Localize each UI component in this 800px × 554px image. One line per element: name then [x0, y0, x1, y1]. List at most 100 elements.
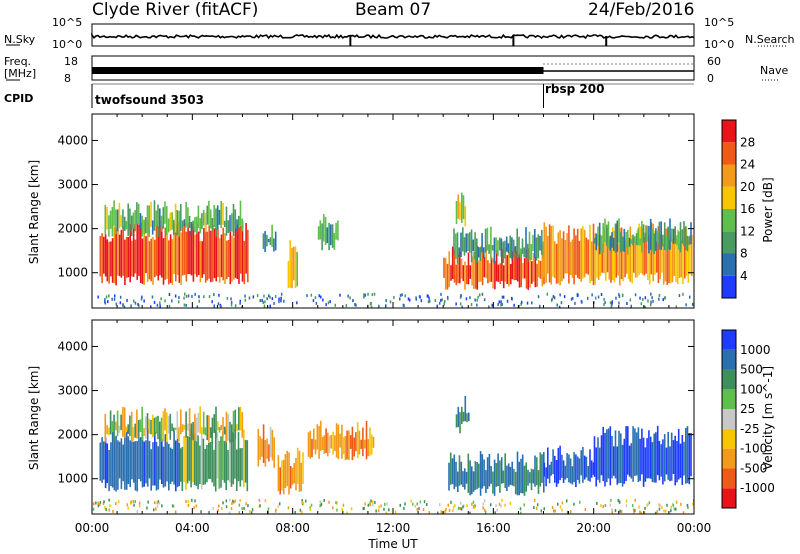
power-cbar-tick-0: 4: [740, 269, 748, 283]
freq-label-2: [MHz]: [4, 67, 37, 80]
power-cbar-tick-2: 12: [740, 224, 755, 238]
cpid-entry-2: rbsp 200: [545, 82, 605, 96]
cpid-strip: [91, 83, 694, 108]
velocity-ytick-2: 3000: [57, 384, 88, 398]
velocity-cbar-tick-2: 100: [740, 382, 763, 396]
power-cbar-swatch-7: [722, 120, 736, 143]
velocity-cbar-tick-5: -100: [740, 442, 767, 456]
power-cbar-swatch-3: [722, 209, 736, 232]
velocity-cbar-tick-6: -500: [740, 461, 767, 475]
power-cbar-swatch-1: [722, 253, 736, 276]
nsky-strip: [91, 23, 695, 47]
velocity-region-1: [179, 429, 249, 492]
power-cbar-swatch-6: [722, 142, 736, 165]
power-ylabel: Slant Range [km]: [27, 160, 41, 264]
power-cbar-tick-6: 28: [740, 135, 755, 149]
freq-band-1: [92, 67, 544, 74]
velocity-cbar-tick-0: 1000: [740, 343, 771, 357]
power-cbar-swatch-0: [722, 275, 736, 298]
velocity-cbar-tick-3: 25: [740, 402, 755, 416]
velocity-cbar-tick-4: -25: [740, 422, 760, 436]
velocity-colorbar-label: Velocity [m s^-1]: [761, 366, 775, 470]
velocity-region-7: [543, 445, 595, 488]
nsearch-tick-low: 10^0: [704, 38, 735, 51]
power-region-7: [543, 222, 693, 286]
power-region-2: [262, 224, 277, 253]
power-region-0: [99, 220, 249, 286]
freq-tick-high: 18: [64, 55, 78, 68]
power-region-5: [443, 244, 545, 290]
freq-strip: [91, 55, 695, 108]
nave-tick-low: 0: [707, 72, 714, 85]
velocity-colorbar: 1000 500 100 25 -25 -100 -500 -1000: [721, 329, 775, 509]
power-region-9: [455, 192, 467, 227]
velocity-ytick-1: 2000: [57, 428, 88, 442]
freq-tick-low: 8: [64, 72, 71, 85]
time-axis-label: Time UT: [367, 537, 418, 551]
velocity-cbar-swatch-1: [722, 468, 736, 489]
power-panel: 1000 2000 3000 4000: [57, 113, 695, 309]
velocity-cbar-tick-7: -1000: [740, 481, 775, 495]
velocity-region-5: [307, 420, 375, 461]
power-cbar-swatch-4: [722, 186, 736, 209]
power-region-4: [317, 214, 339, 251]
power-colorbar-label: Power [dB]: [761, 177, 775, 242]
velocity-region-3: [257, 424, 275, 468]
velocity-ytick-0: 1000: [57, 472, 88, 486]
beam-title: Beam 07: [355, 0, 432, 20]
power-cbar-tick-1: 8: [740, 247, 748, 261]
nsearch-label: N.Search: [745, 33, 795, 46]
nsearch-tick-high: 10^5: [704, 16, 735, 29]
time-tick-1: 04:00: [175, 521, 210, 535]
velocity-cbar-swatch-8: [722, 330, 736, 350]
velocity-cbar-swatch-4: [722, 409, 736, 429]
power-region-8: [593, 218, 692, 255]
velocity-ylabel: Slant Range [km]: [27, 366, 41, 470]
velocity-region-6: [448, 451, 545, 496]
velocity-cbar-swatch-3: [722, 428, 736, 449]
power-ytick-0: 1000: [57, 266, 88, 280]
time-tick-0: 00:00: [75, 521, 110, 535]
velocity-cbar-swatch-2: [722, 448, 736, 469]
power-cbar-swatch-2: [722, 231, 736, 254]
power-region-3: [287, 240, 298, 289]
velocity-region-8: [593, 425, 692, 487]
velocity-region-9: [455, 396, 470, 434]
power-cbar-tick-5: 24: [740, 158, 755, 172]
cpid-label: CPID: [4, 92, 34, 105]
power-ytick-3: 4000: [57, 133, 88, 147]
velocity-region-2: [104, 406, 244, 443]
velocity-noise: [92, 498, 694, 514]
time-tick-3: 12:00: [376, 521, 411, 535]
power-region-6: [453, 226, 545, 264]
velocity-ytick-3: 4000: [57, 339, 88, 353]
station-title: Clyde River (fitACF): [92, 0, 259, 20]
power-ytick-1: 2000: [57, 222, 88, 236]
freq-label-1: Freq.: [4, 55, 32, 68]
power-region-1: [104, 200, 244, 237]
velocity-cbar-swatch-7: [722, 349, 736, 370]
nsky-tick-low: 10^0: [52, 38, 83, 51]
velocity-cbar-tick-1: 500: [740, 363, 763, 377]
power-ytick-2: 3000: [57, 178, 88, 192]
nave-tick-high: 60: [707, 55, 721, 68]
time-tick-5: 20:00: [576, 521, 611, 535]
power-cbar-swatch-5: [722, 164, 736, 187]
power-noise: [97, 292, 694, 308]
velocity-panel: 1000 2000 3000 4000: [57, 319, 695, 515]
power-colorbar: 4 8 12 16 20 24 28: [721, 119, 755, 299]
velocity-cbar-swatch-6: [722, 369, 736, 390]
cpid-entry-1: twofsound 3503: [95, 93, 204, 107]
time-tick-2: 08:00: [275, 521, 310, 535]
date-title: 24/Feb/2016: [588, 0, 695, 20]
velocity-region-4: [277, 447, 304, 495]
velocity-region-0: [99, 428, 181, 492]
time-tick-6: 00:00: [677, 521, 712, 535]
velocity-cbar-swatch-5: [722, 389, 736, 410]
nave-label: Nave: [760, 64, 789, 77]
nsky-tick-high: 10^5: [52, 16, 83, 29]
velocity-cbar-swatch-0: [722, 488, 736, 508]
power-cbar-tick-3: 16: [740, 202, 755, 216]
time-tick-4: 16:00: [476, 521, 511, 535]
